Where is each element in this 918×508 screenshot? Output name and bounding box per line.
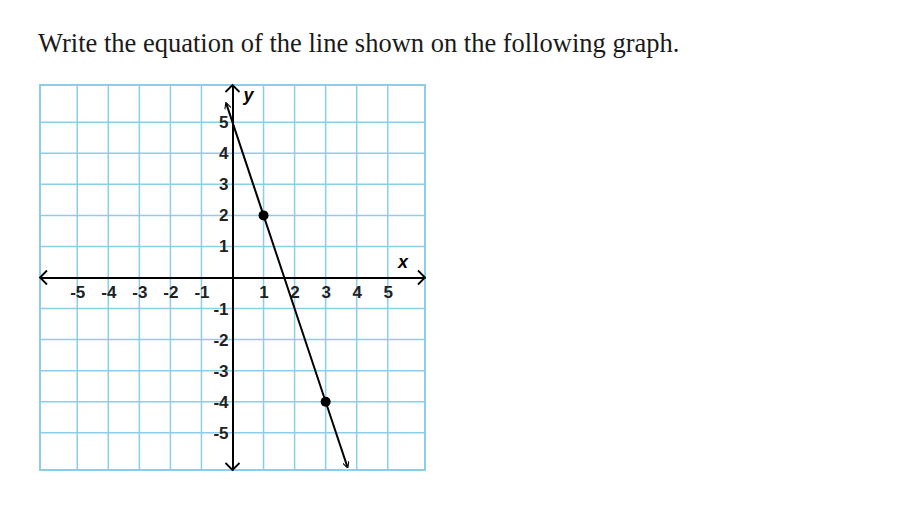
x-axis-title: x <box>397 252 409 272</box>
y-tick: 1 <box>219 237 232 256</box>
y-axis-line <box>232 86 234 471</box>
axis-arrow <box>226 85 240 92</box>
y-tick: 3 <box>219 175 232 194</box>
y-tick: 4 <box>219 144 232 163</box>
y-tick-label: -4 <box>213 393 229 412</box>
y-tick-label: -1 <box>213 299 228 318</box>
x-tick: -3 <box>132 278 147 302</box>
axis-arrow <box>226 463 240 470</box>
x-tick-label: 5 <box>384 283 393 302</box>
x-tick-label: -4 <box>101 283 117 302</box>
x-tick: -1 <box>194 278 209 302</box>
x-tick-label: 4 <box>352 283 362 302</box>
axis-arrow <box>418 271 425 285</box>
y-tick-label: 1 <box>219 237 228 256</box>
plot-frame <box>40 85 425 470</box>
y-tick-label: 2 <box>219 206 228 225</box>
x-tick-label: -5 <box>70 283 85 302</box>
y-tick: -2 <box>213 331 232 350</box>
y-tick: -5 <box>213 424 232 443</box>
data-line <box>226 104 347 467</box>
title: Write the equation of the line shown on … <box>38 28 679 58</box>
y-axis: -5 -4 -3 -2 -1 1 2 3 4 5 <box>213 86 233 471</box>
axis-arrow <box>40 271 47 285</box>
x-tick: -5 <box>70 278 85 302</box>
y-tick: -3 <box>213 362 232 381</box>
y-tick: -4 <box>213 393 232 412</box>
y-tick-label: 3 <box>219 175 228 194</box>
y-tick: 2 <box>219 206 232 225</box>
data-point <box>321 397 331 407</box>
axis-arrows <box>40 85 425 470</box>
x-tick-label: -2 <box>163 283 178 302</box>
y-tick-label: -2 <box>213 331 228 350</box>
x-tick-label: 1 <box>259 283 268 302</box>
y-tick-label: 5 <box>219 113 228 132</box>
x-tick: -2 <box>163 278 178 302</box>
x-tick-label: -1 <box>194 283 209 302</box>
y-axis-title: y <box>242 85 254 105</box>
x-tick: -4 <box>101 278 117 302</box>
grid <box>40 85 425 470</box>
x-tick: 4 <box>352 278 362 302</box>
data-point <box>259 210 269 220</box>
x-tick: 1 <box>259 278 268 302</box>
y-tick-label: -5 <box>213 424 228 443</box>
x-tick-label: 3 <box>321 283 330 302</box>
x-tick: 5 <box>384 278 393 302</box>
chart: Write the equation of the line shown on … <box>0 0 918 508</box>
y-tick-label: -3 <box>213 362 228 381</box>
x-tick-label: -3 <box>132 283 147 302</box>
x-tick: 3 <box>321 278 330 302</box>
plot-marks <box>226 104 347 467</box>
y-tick-label: 4 <box>219 144 229 163</box>
y-tick: -1 <box>213 299 232 318</box>
